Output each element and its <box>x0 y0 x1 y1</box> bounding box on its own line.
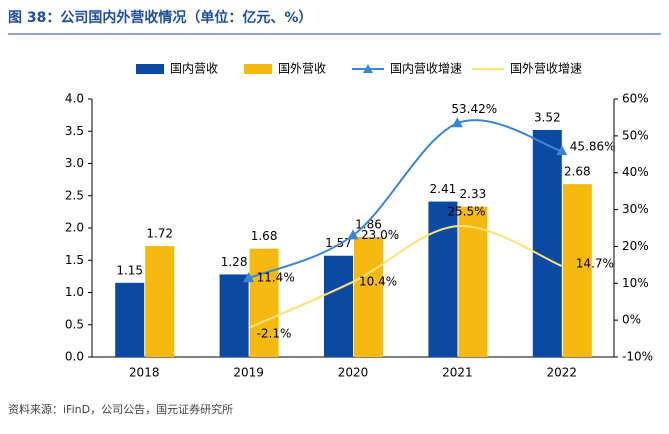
line <box>248 225 563 329</box>
bar <box>249 248 279 357</box>
legend-label: 国外营收增速 <box>510 62 582 76</box>
line-value-label: 25.5% <box>447 205 485 219</box>
legend-swatch <box>136 64 164 74</box>
source: 资料来源：iFinD，公司公告，国元证券研究所 <box>8 402 233 416</box>
bar <box>115 282 145 357</box>
line-value-label: 11.4% <box>257 271 295 285</box>
legend-label: 国内营收增速 <box>390 62 462 76</box>
x-tick-label: 2019 <box>233 366 264 380</box>
y2-tick-label: 0% <box>622 313 641 327</box>
line-value-label: 53.42% <box>451 102 497 116</box>
chart-title: 图 38：公司国内外营收情况（单位：亿元、%） <box>8 9 312 26</box>
bar <box>324 255 353 357</box>
bar <box>145 246 175 357</box>
line-value-label: 10.4% <box>359 274 397 288</box>
line <box>248 119 563 280</box>
bar <box>354 237 383 357</box>
point-marker <box>451 117 463 128</box>
line-value-label: 23.0% <box>361 228 399 242</box>
bar <box>532 129 562 357</box>
y2-tick-label: 60% <box>622 92 649 106</box>
y-tick-label: 4.0 <box>65 92 84 106</box>
y-tick-label: 3.5 <box>65 124 84 138</box>
bar-value-label: 2.68 <box>564 165 591 179</box>
x-tick-label: 2020 <box>338 366 369 380</box>
legend-swatch <box>244 64 272 74</box>
bar-value-label: 3.52 <box>534 110 561 124</box>
bar-value-label: 2.41 <box>430 182 457 196</box>
y-tick-label: 1.5 <box>65 253 84 267</box>
x-tick-label: 2022 <box>547 366 578 380</box>
bar-value-label: 1.15 <box>116 263 143 277</box>
y2-tick-label: 10% <box>622 276 649 290</box>
legend-marker <box>363 64 373 73</box>
y-tick-label: 2.0 <box>65 221 84 235</box>
bar <box>428 201 458 357</box>
legend-label: 国内营收 <box>170 62 218 76</box>
legend-label: 国外营收 <box>278 62 326 76</box>
y2-tick-label: 50% <box>622 128 649 142</box>
y-tick-label: 2.5 <box>65 188 84 202</box>
bar <box>562 184 592 357</box>
x-tick-label: 2018 <box>129 366 160 380</box>
y2-tick-label: -10% <box>622 350 653 364</box>
y-tick-label: 3.0 <box>65 156 84 170</box>
y2-tick-label: 20% <box>622 239 649 253</box>
x-tick-label: 2021 <box>442 366 473 380</box>
point-marker <box>556 145 568 156</box>
bar <box>219 274 249 357</box>
line-value-label: 14.7% <box>576 256 614 270</box>
y-tick-label: 0.0 <box>65 350 84 364</box>
bar-value-label: 1.68 <box>251 229 278 243</box>
bar <box>458 206 488 357</box>
bar-value-label: 2.33 <box>460 187 487 201</box>
point-marker <box>347 229 359 240</box>
y2-tick-label: 30% <box>622 202 649 216</box>
y2-tick-label: 40% <box>622 165 649 179</box>
bar-value-label: 1.72 <box>146 227 173 241</box>
bar-value-label: 1.28 <box>221 255 248 269</box>
y-tick-label: 0.5 <box>65 317 84 331</box>
line-value-label: 45.86% <box>570 140 616 154</box>
y-tick-label: 1.0 <box>65 285 84 299</box>
line-value-label: -2.1% <box>257 326 292 340</box>
point-marker <box>243 272 255 283</box>
